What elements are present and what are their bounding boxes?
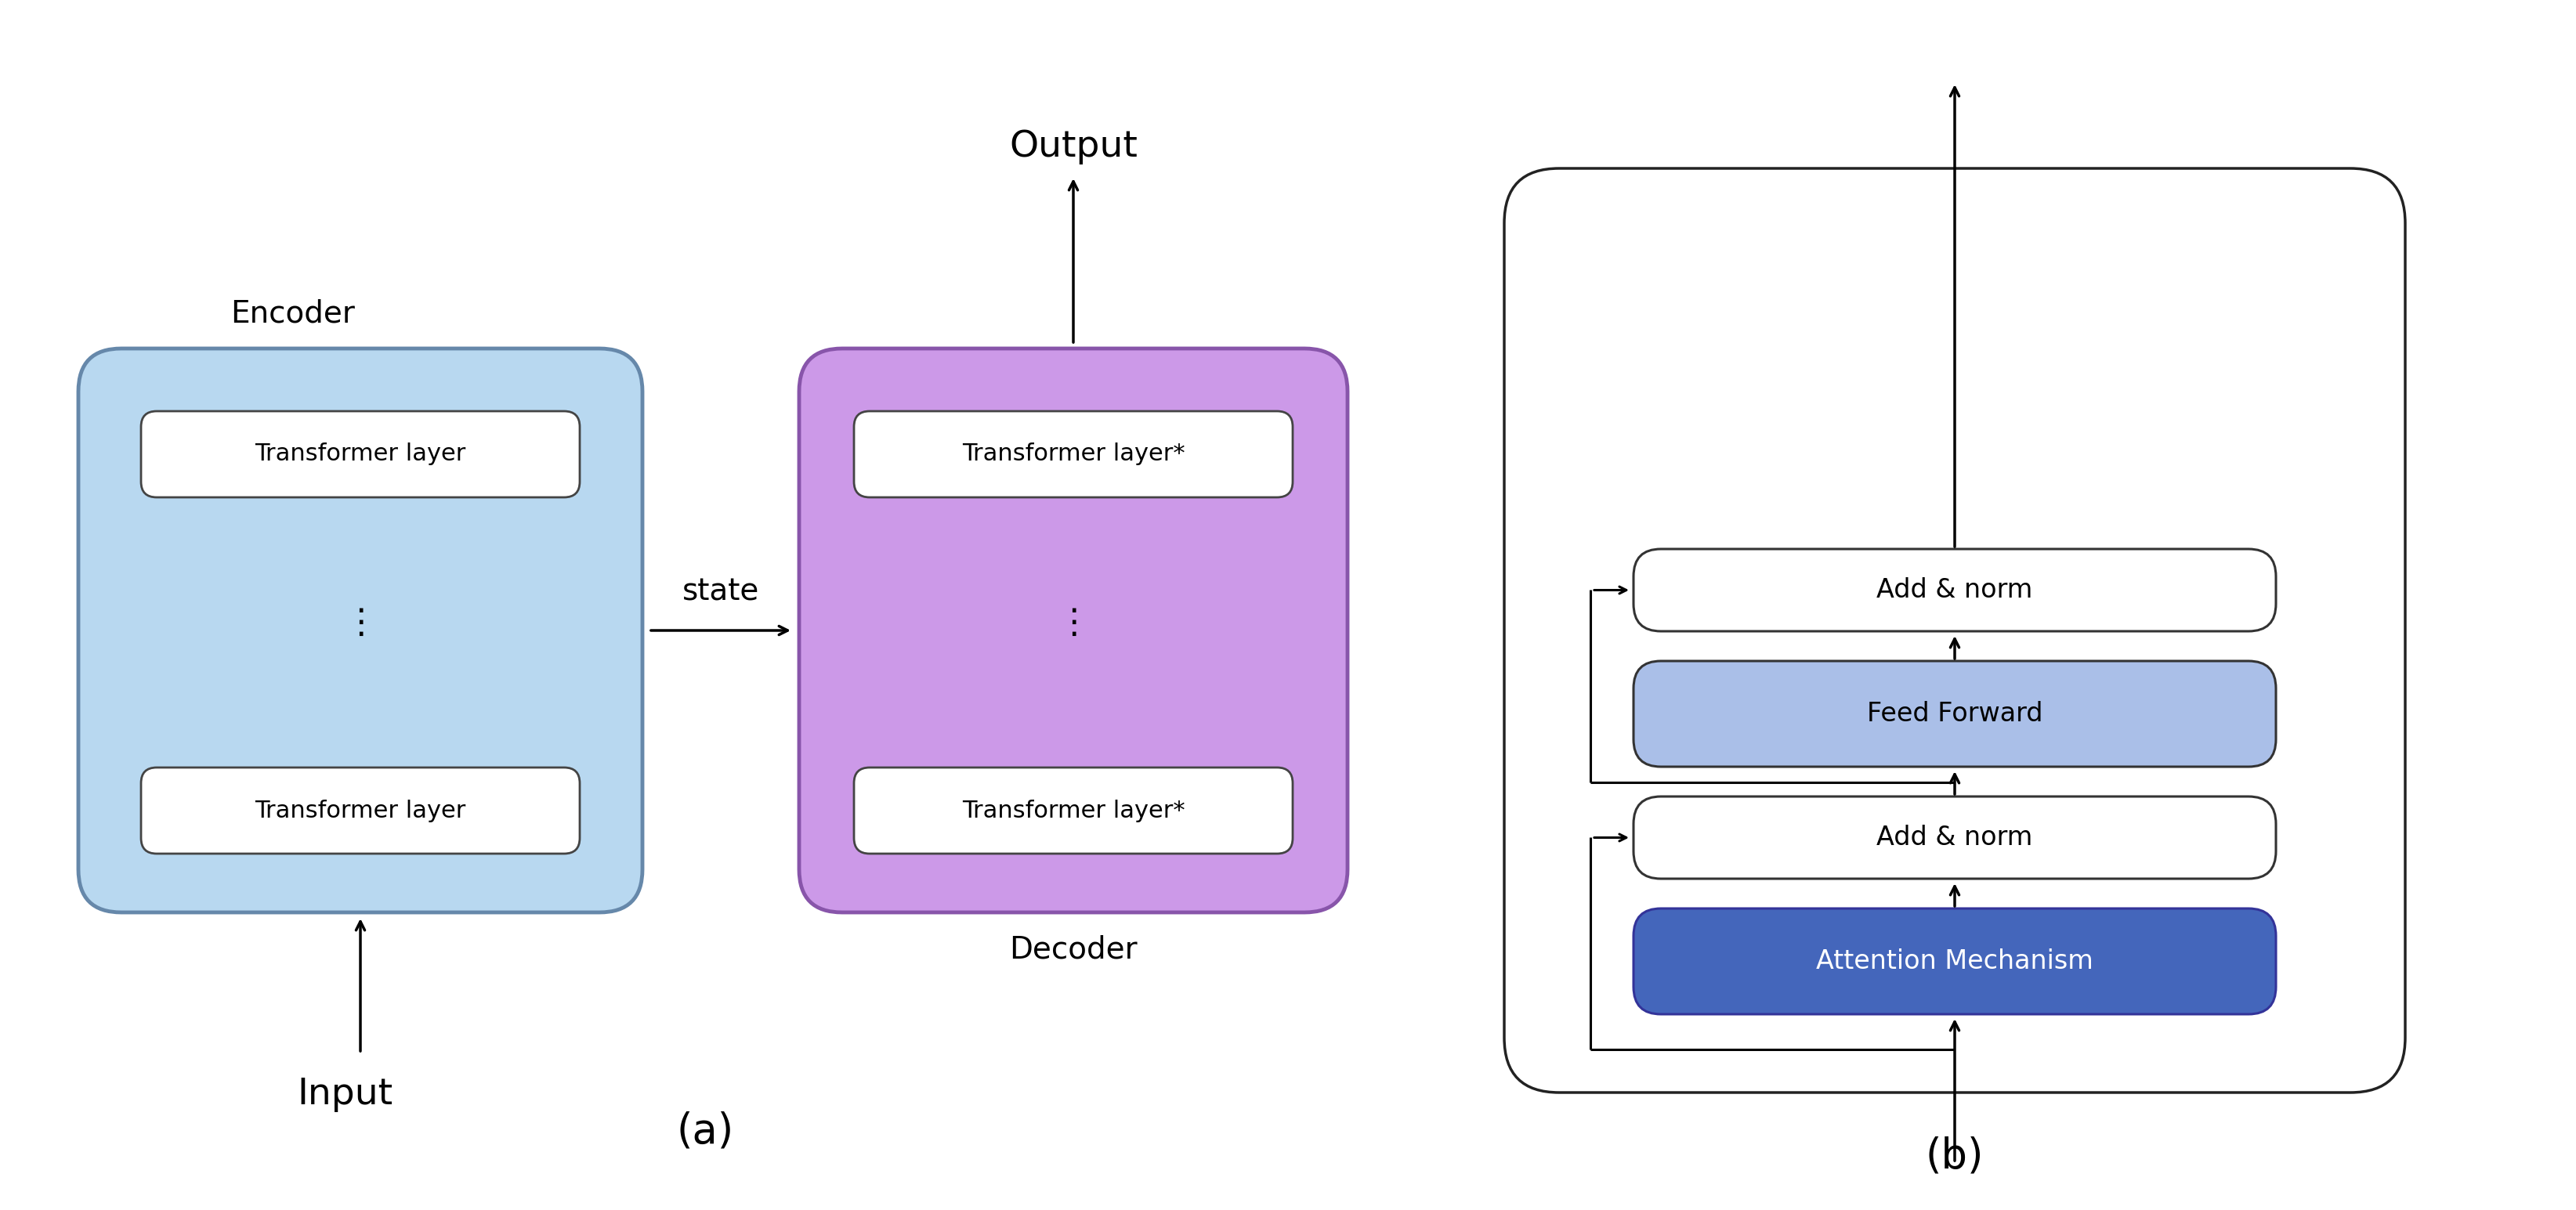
FancyBboxPatch shape [855, 767, 1293, 854]
Text: (b): (b) [1924, 1136, 1984, 1176]
FancyBboxPatch shape [1633, 549, 2277, 632]
FancyBboxPatch shape [77, 348, 641, 912]
FancyBboxPatch shape [1633, 796, 2277, 878]
Text: Add & norm: Add & norm [1878, 577, 2032, 603]
FancyBboxPatch shape [1504, 168, 2406, 1093]
Text: Add & norm: Add & norm [1878, 825, 2032, 851]
Text: Input: Input [296, 1077, 392, 1112]
Text: ⋮: ⋮ [1056, 606, 1090, 639]
Text: Transformer layer: Transformer layer [255, 443, 466, 466]
FancyBboxPatch shape [855, 411, 1293, 497]
Text: Decoder: Decoder [1010, 934, 1139, 964]
Text: Transformer layer: Transformer layer [255, 800, 466, 822]
FancyBboxPatch shape [142, 767, 580, 854]
Text: Attention Mechanism: Attention Mechanism [1816, 949, 2094, 974]
Text: Feed Forward: Feed Forward [1868, 701, 2043, 727]
FancyBboxPatch shape [142, 411, 580, 497]
Text: (a): (a) [677, 1111, 734, 1152]
Text: state: state [683, 577, 760, 607]
Text: Transformer layer*: Transformer layer* [961, 800, 1185, 822]
Text: ⋮: ⋮ [343, 606, 379, 639]
FancyBboxPatch shape [799, 348, 1347, 912]
FancyBboxPatch shape [1633, 909, 2277, 1014]
Text: Transformer layer*: Transformer layer* [961, 443, 1185, 466]
FancyBboxPatch shape [1633, 661, 2277, 767]
Text: Encoder: Encoder [229, 299, 355, 329]
Text: Output: Output [1010, 129, 1139, 165]
